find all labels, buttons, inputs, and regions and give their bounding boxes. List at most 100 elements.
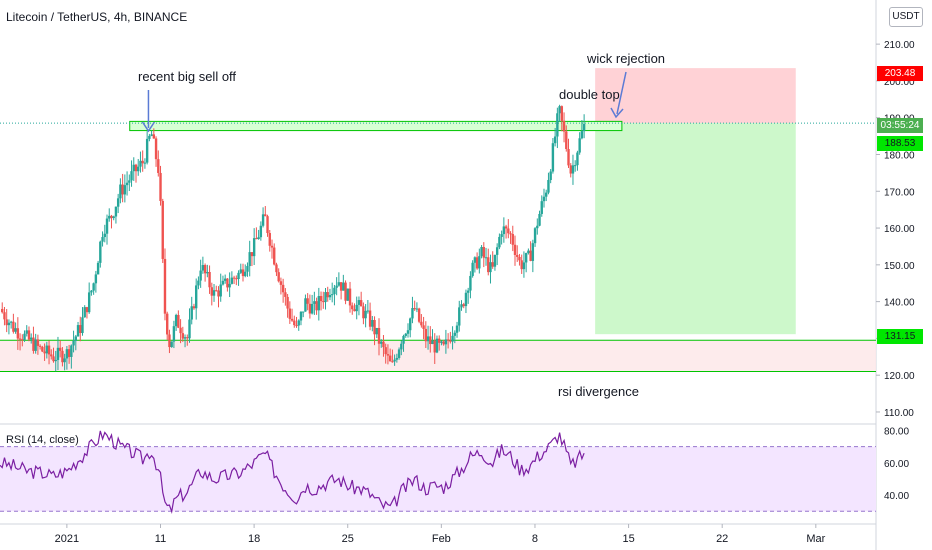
candle-body — [228, 283, 231, 288]
candle-body — [522, 262, 526, 270]
candle-body — [507, 228, 510, 234]
candle-body — [148, 135, 151, 139]
candle-body — [308, 303, 312, 314]
candle-body — [553, 136, 557, 144]
candle-body — [462, 304, 465, 307]
candle-body — [453, 332, 457, 336]
annotation-wick-rejection: wick rejection — [587, 51, 666, 66]
price-tick-label: 170.00 — [884, 187, 915, 198]
candle-body — [125, 182, 129, 186]
candle-body — [413, 308, 416, 310]
candle-body — [302, 311, 305, 313]
candle-body — [326, 292, 329, 298]
candle-body — [112, 216, 115, 219]
symbol-title[interactable]: Litecoin / TetherUS, 4h, BINANCE — [6, 10, 188, 24]
candle-body — [199, 270, 202, 281]
candle-body — [536, 225, 539, 229]
candle-body — [168, 334, 171, 348]
candle-body — [81, 317, 84, 334]
candle-body — [1, 308, 4, 313]
candle-body — [116, 198, 120, 207]
candle-body — [395, 357, 399, 360]
candle-body — [500, 234, 503, 237]
candle-body — [493, 254, 497, 267]
candle-body — [250, 252, 254, 257]
candle-body — [288, 308, 292, 319]
time-tick-label: 11 — [155, 533, 166, 545]
annotation-recent-sell-off: recent big sell off — [138, 69, 237, 84]
candle-body — [290, 318, 294, 321]
time-tick-label: 8 — [532, 533, 538, 545]
rsi-tick-label: 80.00 — [884, 426, 909, 437]
candle-body — [297, 320, 300, 326]
candle-body — [348, 288, 352, 306]
candle-body — [152, 134, 156, 139]
candle-body — [255, 238, 258, 240]
candle-body — [533, 228, 537, 244]
candle-body — [99, 241, 102, 263]
candle-body — [143, 162, 147, 164]
candle-body — [252, 238, 256, 257]
candle-body — [154, 138, 158, 160]
candle-body — [411, 308, 414, 319]
candle-body — [108, 215, 111, 219]
candle-body — [32, 337, 35, 351]
candle-body — [429, 336, 432, 345]
candle-body — [159, 172, 162, 201]
candle-body — [337, 282, 341, 286]
candle-body — [353, 309, 356, 312]
candle-body — [34, 339, 37, 351]
candle-body — [359, 300, 363, 307]
candle-body — [114, 206, 118, 217]
candle-body — [101, 237, 104, 242]
candles — [1, 104, 586, 372]
time-tick-label: 15 — [622, 533, 634, 545]
candle-body — [366, 310, 370, 312]
candle-body — [538, 213, 541, 226]
candle-body — [295, 325, 298, 327]
candle-body — [580, 131, 584, 139]
candle-body — [415, 308, 419, 310]
candle-body — [9, 321, 13, 323]
candle-body — [487, 257, 490, 273]
rsi-legend[interactable]: RSI (14, close) — [6, 434, 79, 446]
currency-button[interactable]: USDT — [889, 7, 923, 27]
candle-body — [464, 292, 468, 307]
candle-body — [70, 345, 73, 357]
stop-price-badge: 203.48 — [877, 66, 923, 81]
time-tick-label: 18 — [248, 533, 260, 545]
candle-body — [79, 325, 82, 334]
candle-body — [571, 165, 575, 174]
candle-body — [123, 185, 127, 195]
candle-body — [569, 165, 572, 174]
candle-body — [215, 290, 218, 292]
candle-body — [560, 106, 564, 121]
candle-body — [545, 192, 548, 197]
candle-body — [50, 354, 53, 357]
candle-body — [357, 300, 361, 305]
candle-body — [520, 260, 523, 270]
candle-body — [38, 345, 42, 347]
candle-body — [139, 160, 142, 167]
candle-body — [226, 278, 229, 288]
candle-body — [489, 262, 492, 273]
target-price-badge: 131.15 — [877, 329, 923, 344]
candle-body — [210, 287, 213, 296]
candle-body — [83, 307, 86, 318]
candle-body — [230, 277, 234, 284]
candle-body — [540, 201, 543, 214]
candle-body — [511, 234, 514, 245]
candle-body — [166, 313, 169, 335]
candle-body — [72, 340, 75, 346]
candle-body — [446, 339, 450, 341]
candle-body — [268, 233, 271, 246]
take-profit-zone — [595, 123, 796, 335]
price-tick-label: 160.00 — [884, 224, 915, 235]
candle-body — [402, 335, 405, 344]
candle-body — [317, 296, 321, 311]
candle-body — [304, 298, 307, 312]
candle-body — [119, 184, 122, 199]
candle-body — [47, 345, 51, 355]
candle-body — [217, 290, 220, 297]
